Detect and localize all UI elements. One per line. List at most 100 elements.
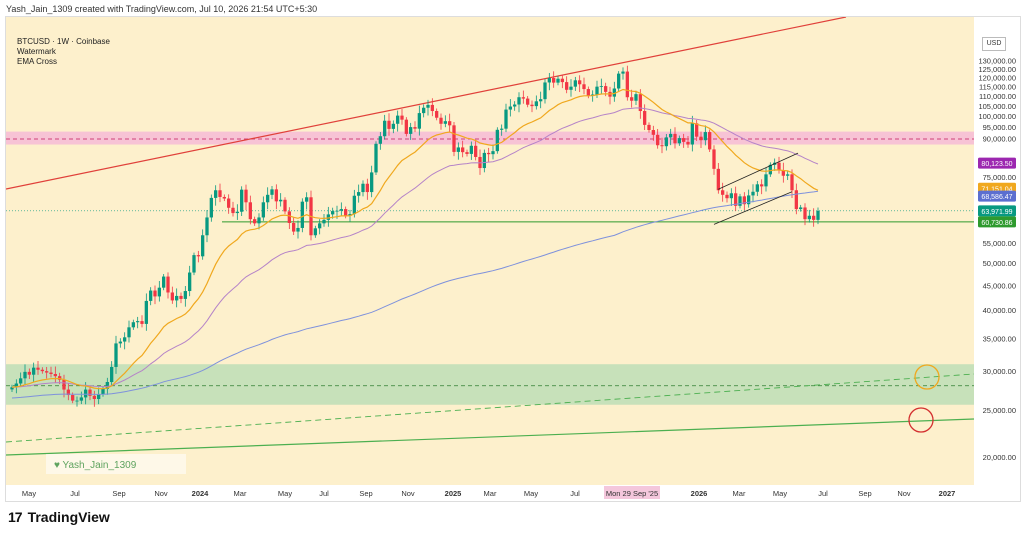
- candle-body: [664, 137, 668, 147]
- candle-body: [66, 389, 70, 396]
- candle-body: [716, 168, 720, 191]
- price-label-tag: 60,730.86: [978, 216, 1016, 228]
- time-tick: Sep: [359, 489, 372, 498]
- candle: [287, 207, 291, 230]
- candle: [552, 71, 556, 88]
- candle-body: [175, 295, 179, 301]
- candle: [149, 287, 153, 306]
- candle-body: [101, 388, 105, 395]
- candle-body: [357, 192, 361, 196]
- candle: [794, 183, 798, 215]
- currency-button[interactable]: USD: [982, 37, 1006, 51]
- candle: [539, 91, 543, 109]
- candle: [543, 79, 547, 104]
- candle: [677, 135, 681, 146]
- candle-body: [794, 190, 798, 210]
- symbol-label[interactable]: BTCUSD · 1W · Coinbase: [17, 37, 110, 46]
- price-label-background: [978, 190, 1016, 202]
- candle-body: [760, 184, 764, 187]
- plot-background: [6, 17, 974, 485]
- candle-body: [703, 132, 707, 141]
- price-label-text: 63,971.99: [981, 209, 1012, 216]
- watermark-indicator-label[interactable]: Watermark: [17, 47, 56, 56]
- chart-area[interactable]: ♥ Yash_Jain_1309 130,000.00 125,000.00 120,…: [5, 16, 1021, 523]
- candle: [101, 386, 105, 397]
- candle-body: [248, 202, 252, 220]
- candle-body: [400, 115, 404, 120]
- candle-body: [417, 113, 421, 129]
- candle-body: [547, 77, 551, 83]
- time-tick-label: Jul: [818, 489, 828, 498]
- price-tick-label: 125,000.00: [978, 65, 1016, 74]
- price-tick-label: 105,000.00: [978, 102, 1016, 111]
- time-tick-label: Mon 29 Sep '25: [606, 489, 658, 498]
- candle-body: [88, 389, 92, 396]
- ema-cross-indicator-label[interactable]: EMA Cross: [17, 57, 58, 66]
- candle: [361, 180, 365, 197]
- candle: [760, 179, 764, 195]
- time-tick: May: [524, 489, 538, 498]
- candle: [387, 113, 391, 136]
- candle: [162, 274, 166, 291]
- ema-slow-line: [11, 107, 819, 388]
- candle: [617, 71, 621, 92]
- candle-body: [279, 199, 283, 202]
- price-label-background: [978, 157, 1016, 169]
- price-tick-label: 130,000.00: [978, 57, 1016, 66]
- price-tick-label: 100,000.00: [978, 112, 1016, 121]
- candle-body: [339, 209, 343, 211]
- candle: [755, 180, 759, 197]
- time-tick: Jul: [70, 489, 80, 498]
- candle-body: [474, 145, 478, 157]
- candle-body: [344, 209, 348, 216]
- candle: [435, 108, 439, 121]
- time-tick: Nov: [154, 489, 168, 498]
- candle-body: [62, 379, 66, 390]
- candle-body: [71, 395, 75, 401]
- candle: [729, 188, 733, 206]
- candle: [582, 77, 586, 95]
- candle-body: [58, 376, 62, 380]
- channel-lower-line: [713, 191, 793, 225]
- candle: [283, 197, 287, 214]
- price-label-background: [978, 205, 1016, 217]
- candle: [144, 293, 148, 331]
- candle: [261, 196, 265, 221]
- candle: [686, 136, 690, 148]
- price-tick-label: 30,000.00: [983, 367, 1016, 376]
- candle-body: [682, 138, 686, 142]
- candle-body: [677, 138, 681, 144]
- candle-body: [786, 174, 790, 176]
- time-tick-label: Jul: [319, 489, 329, 498]
- candle-body: [647, 124, 651, 131]
- candle-body: [534, 101, 538, 107]
- candle-body: [816, 210, 820, 220]
- candle: [131, 319, 135, 330]
- candle-body: [45, 371, 49, 373]
- candle-body: [318, 223, 322, 229]
- candle: [127, 320, 131, 343]
- candle-body: [439, 117, 443, 124]
- candle-body: [110, 366, 114, 383]
- candle: [530, 100, 534, 113]
- candle: [500, 124, 504, 136]
- candle-body: [32, 367, 36, 375]
- candle: [612, 81, 616, 102]
- candle: [79, 391, 83, 405]
- price-chart[interactable]: ♥ Yash_Jain_1309 130,000.00125,000.00120,…: [5, 16, 1020, 523]
- candle: [742, 192, 746, 211]
- candle: [157, 281, 161, 302]
- candle: [673, 127, 677, 149]
- candle-body: [274, 189, 278, 202]
- candle: [426, 99, 430, 116]
- time-tick-label: 2026: [691, 489, 708, 498]
- candle-body: [456, 147, 460, 152]
- candle: [396, 110, 400, 132]
- price-tick-label: 120,000.00: [978, 74, 1016, 83]
- candle: [322, 214, 326, 227]
- candle: [23, 364, 27, 386]
- candle: [413, 121, 417, 133]
- candle-body: [708, 132, 712, 150]
- candle-body: [313, 228, 317, 236]
- candle: [695, 119, 699, 141]
